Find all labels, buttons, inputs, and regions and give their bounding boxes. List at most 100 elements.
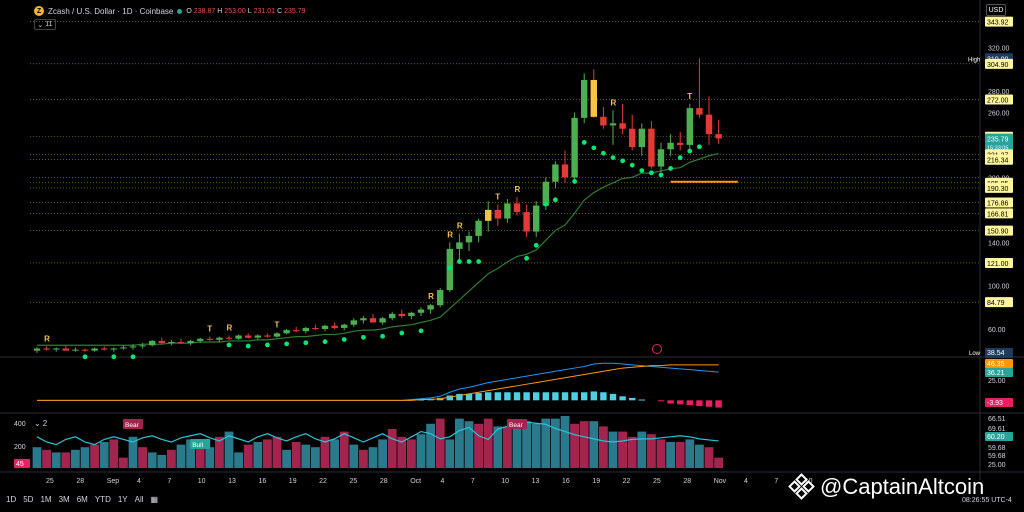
signal-label: R xyxy=(44,334,50,343)
price-level-tag xyxy=(985,94,1013,105)
candle xyxy=(225,335,233,340)
candle xyxy=(53,347,60,352)
candle xyxy=(331,322,338,330)
candle-body xyxy=(350,320,357,325)
macd-hist-bar xyxy=(485,392,492,401)
candle xyxy=(312,324,319,331)
oscillator-left-tag xyxy=(14,459,30,468)
range-3m[interactable]: 3M xyxy=(58,495,70,504)
time-axis-label: 19 xyxy=(289,478,297,485)
high-tag-word: High xyxy=(968,57,980,63)
oscillator-bar xyxy=(637,431,647,468)
candle-body xyxy=(475,220,482,236)
oscillator-bar xyxy=(186,439,195,468)
candle-body xyxy=(513,203,521,213)
candle xyxy=(437,287,444,308)
oscillator-bar xyxy=(704,447,714,468)
close-label: C xyxy=(277,7,283,15)
candle xyxy=(149,339,156,347)
support-dot xyxy=(284,341,289,347)
candle xyxy=(561,150,569,183)
oscillator-bar xyxy=(455,418,464,468)
candle-body xyxy=(619,123,626,129)
candle xyxy=(81,348,89,352)
support-dot xyxy=(668,166,673,171)
candle xyxy=(216,336,223,343)
oscillator-bar xyxy=(253,442,263,468)
macd-hist-bar xyxy=(561,392,569,401)
oscillator-bar xyxy=(695,444,704,468)
oscillator-bar xyxy=(282,449,291,468)
indicators-toggle[interactable]: ⌄ 11 xyxy=(34,19,56,30)
open-value: 238.87 xyxy=(193,7,216,15)
currency-button[interactable]: USD xyxy=(986,4,1006,16)
signal-label: T xyxy=(687,92,692,101)
candle-body xyxy=(609,123,617,126)
range-1m[interactable]: 1M xyxy=(40,495,52,504)
signal-label: R xyxy=(447,230,453,239)
open-label: O xyxy=(186,7,192,15)
macd-hist-bar xyxy=(494,392,501,401)
candle-body xyxy=(177,342,185,344)
macd-hist-bar xyxy=(542,392,549,401)
low-price-label: 38.54 xyxy=(987,350,1005,357)
oscillator-bar xyxy=(675,442,685,468)
macd-hist-bar xyxy=(677,400,684,405)
support-dot xyxy=(591,145,597,151)
macd-hist-bar xyxy=(513,392,521,401)
support-dot xyxy=(524,255,529,261)
candle-body xyxy=(677,142,684,145)
pane2-toggle[interactable]: ⌄ 2 xyxy=(34,419,47,428)
support-dot xyxy=(111,354,117,360)
candle-body xyxy=(33,348,41,351)
candle-body xyxy=(158,340,165,344)
captainaltcoin-logo-icon xyxy=(788,473,815,500)
signal-label: T xyxy=(207,325,212,334)
symbol-title[interactable]: Zcash / U.S. Dollar · 1D · Coinbase xyxy=(48,6,174,16)
support-dot xyxy=(677,155,683,160)
candle xyxy=(197,337,204,344)
high-label: H xyxy=(217,7,223,15)
candle xyxy=(552,161,559,189)
oscillator-axis-label: 60.20 xyxy=(987,434,1005,441)
range-6m[interactable]: 6M xyxy=(76,495,88,504)
candle xyxy=(677,131,684,151)
time-axis-label: 25 xyxy=(653,478,661,485)
macd-hist-bar xyxy=(600,392,607,401)
oscillator-bar xyxy=(51,452,61,468)
signal-badge xyxy=(190,439,211,449)
candle-body xyxy=(629,128,636,148)
candle-body xyxy=(293,330,300,332)
oscillator-bar xyxy=(503,426,512,468)
range-1y[interactable]: 1Y xyxy=(117,495,128,504)
range-ytd[interactable]: YTD xyxy=(94,495,111,504)
macd-hist-bar xyxy=(533,392,540,401)
price-level-tag xyxy=(985,16,1013,27)
candle xyxy=(321,324,329,332)
range-1d[interactable]: 1D xyxy=(6,495,17,504)
candle xyxy=(427,304,434,314)
oscillator-bar xyxy=(560,416,570,468)
macd-hist-bar xyxy=(504,392,511,401)
time-axis-label: 13 xyxy=(228,478,236,485)
price-axis-label: 190.30 xyxy=(987,186,1009,193)
price-level-tag xyxy=(985,58,1013,69)
low-label: L xyxy=(247,7,252,15)
macd-hist-bar xyxy=(552,392,559,401)
price-axis-label: 140.00 xyxy=(988,240,1010,247)
candle-body xyxy=(264,335,271,337)
oscillator-bar xyxy=(714,457,723,468)
chevron-down-icon: ⌄ xyxy=(37,21,44,29)
support-dot xyxy=(639,168,645,173)
oscillator-bar xyxy=(99,442,109,468)
support-dot xyxy=(457,259,462,264)
calendar-icon[interactable]: ▦ xyxy=(150,495,159,504)
time-axis-label: 7 xyxy=(774,478,778,485)
macd-hist-bar xyxy=(581,392,588,401)
range-5d[interactable]: 5D xyxy=(23,495,34,504)
signal-badge xyxy=(507,419,527,429)
candle xyxy=(341,323,348,331)
range-all[interactable]: All xyxy=(134,495,144,504)
candle-body xyxy=(427,305,434,310)
